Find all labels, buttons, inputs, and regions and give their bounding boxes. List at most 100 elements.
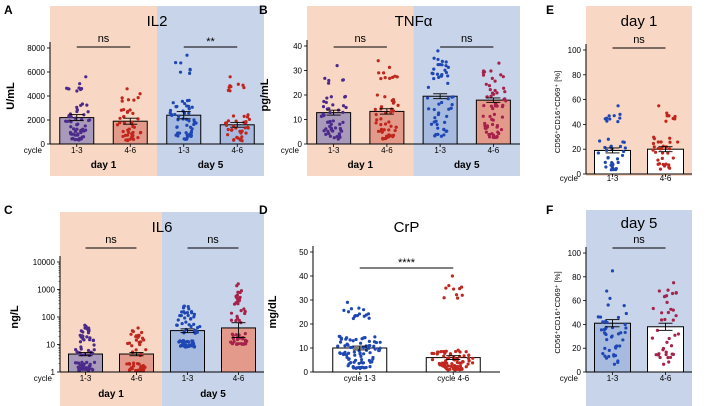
data-point — [372, 344, 376, 348]
data-point — [604, 148, 609, 152]
group-label: day 5 — [198, 160, 224, 171]
data-point — [339, 336, 344, 340]
data-point — [139, 130, 143, 135]
data-point — [85, 103, 89, 107]
data-point — [86, 329, 91, 334]
data-point — [73, 133, 78, 137]
data-point — [490, 117, 494, 122]
x-tick-label: cycle 1-3 — [344, 374, 377, 383]
data-point — [173, 112, 177, 117]
data-point — [90, 367, 94, 371]
data-point — [620, 153, 625, 158]
data-point — [88, 118, 92, 122]
data-point — [607, 114, 611, 118]
data-point — [380, 130, 384, 134]
data-point — [238, 138, 243, 142]
data-point — [243, 338, 248, 342]
data-point — [671, 318, 675, 322]
x-tick-label: 4-6 — [231, 146, 243, 155]
x-tick-label: 1-3 — [71, 146, 83, 155]
data-point — [185, 137, 189, 141]
data-point — [352, 350, 356, 354]
data-point — [343, 94, 348, 99]
data-point — [603, 145, 607, 150]
data-point — [491, 107, 495, 111]
data-point — [239, 131, 243, 135]
data-point — [181, 343, 185, 347]
data-point — [442, 127, 446, 132]
data-point — [482, 103, 486, 108]
data-point — [368, 364, 372, 369]
data-point — [184, 320, 188, 324]
data-point — [435, 72, 440, 76]
data-point — [86, 110, 90, 114]
data-point — [460, 293, 464, 297]
data-point — [607, 354, 611, 359]
y-tick-label: 6000 — [27, 68, 45, 77]
data-point — [185, 123, 189, 127]
data-point — [376, 59, 380, 63]
panel-D: D CrP mg/dL 0 10 20 30 40 50 cycle 1-3 cycle 4-6 **… — [259, 203, 500, 383]
data-point — [663, 317, 667, 322]
data-point — [347, 351, 351, 355]
panel-B: B TNFα pg/mL 0 10 20 30 40 1-3 4-6 1-3 4-6 cycle day … — [259, 3, 520, 176]
data-point — [234, 119, 238, 123]
data-point — [353, 353, 357, 357]
data-point — [226, 88, 230, 92]
data-point — [230, 127, 234, 132]
significance-label: ns — [633, 34, 645, 46]
data-point — [176, 114, 181, 118]
data-point — [438, 363, 442, 367]
data-point — [246, 126, 250, 130]
data-point — [666, 288, 670, 292]
data-point — [662, 295, 667, 299]
data-point — [616, 160, 620, 165]
data-point — [439, 350, 443, 354]
data-point — [359, 341, 363, 345]
data-point — [655, 328, 660, 332]
data-point — [171, 101, 175, 105]
data-point — [652, 145, 656, 149]
data-point — [136, 117, 140, 121]
data-point — [382, 128, 386, 132]
data-point — [240, 135, 244, 139]
data-point — [621, 338, 625, 342]
data-point — [444, 366, 448, 370]
data-point — [184, 131, 188, 135]
data-point — [604, 332, 608, 337]
data-point — [444, 64, 448, 68]
data-point — [367, 339, 371, 343]
data-point — [119, 108, 123, 112]
group-label: day 1 — [91, 160, 117, 171]
y-tick-label: 60 — [572, 297, 581, 306]
data-point — [664, 119, 668, 123]
data-point — [432, 67, 436, 71]
data-point — [88, 336, 92, 340]
y-tick-label: 10 — [293, 116, 302, 125]
y-tick-label: 40 — [572, 320, 581, 329]
data-point — [185, 53, 189, 57]
data-point — [670, 352, 674, 356]
data-point — [349, 361, 353, 365]
data-point — [75, 350, 79, 354]
data-point — [436, 126, 440, 130]
data-point — [331, 119, 335, 123]
data-point — [614, 346, 618, 350]
data-point — [92, 343, 96, 347]
data-point — [139, 365, 143, 369]
data-point — [624, 326, 628, 330]
data-point — [660, 156, 664, 160]
bar — [170, 330, 205, 373]
data-point — [442, 133, 446, 137]
y-axis-label: CD56⁺CD16⁺CD69⁺ [%] — [553, 71, 562, 153]
data-point — [188, 67, 192, 71]
panel-label: D — [259, 203, 268, 217]
data-point — [361, 308, 366, 312]
data-point — [226, 133, 230, 137]
data-point — [177, 131, 182, 135]
data-point — [130, 350, 135, 354]
data-point — [368, 360, 373, 364]
data-point — [66, 87, 70, 91]
y-axis-label: U/mL — [5, 82, 17, 110]
data-point — [658, 355, 662, 360]
